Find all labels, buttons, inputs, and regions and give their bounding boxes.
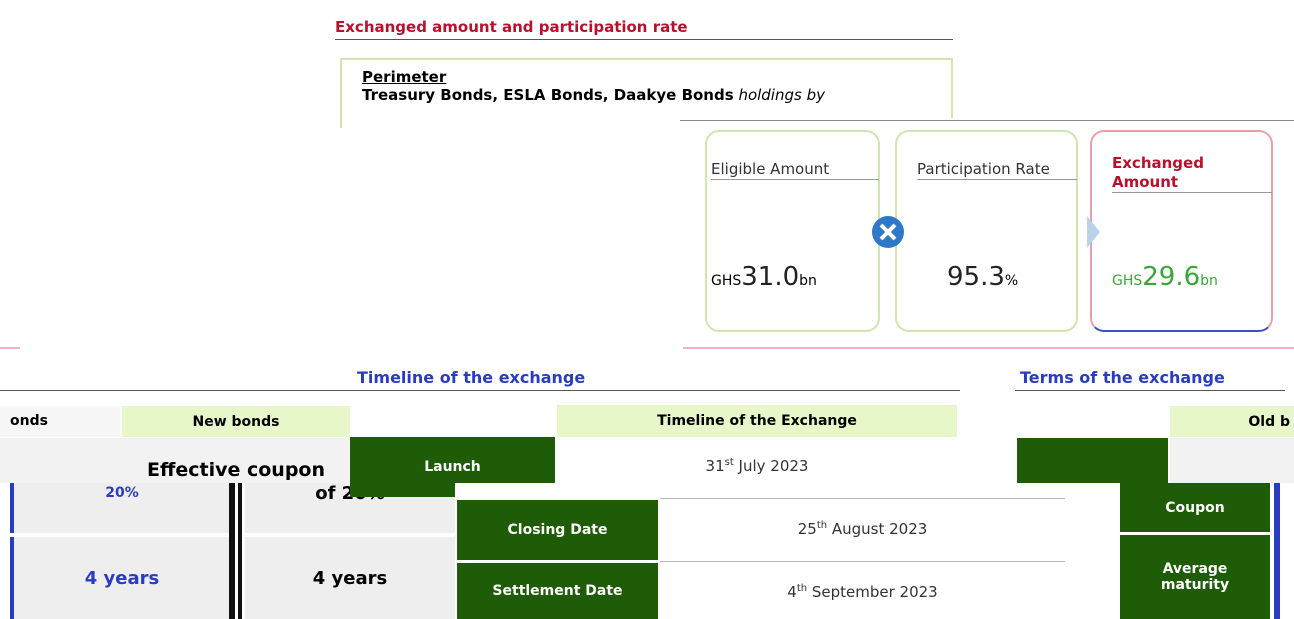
prefix: GHS bbox=[711, 273, 742, 289]
value: 31.0 bbox=[741, 262, 800, 292]
arrow-icon bbox=[1087, 216, 1100, 248]
cell: 4 years bbox=[10, 537, 230, 619]
day: 4 bbox=[787, 583, 797, 601]
heading: Exchanged amount and participation rate bbox=[335, 18, 688, 36]
day: 25 bbox=[797, 520, 817, 538]
prefix: GHS bbox=[1112, 273, 1143, 289]
cell: 20% bbox=[10, 483, 230, 533]
text: Treasury Bonds, ESLA Bonds, Daakye Bonds bbox=[362, 86, 734, 104]
rule bbox=[1015, 390, 1285, 391]
header-cell: Old b bbox=[1170, 406, 1294, 437]
cell: Effective coupon bbox=[146, 459, 326, 481]
ordinal: th bbox=[796, 583, 808, 594]
ordinal: th bbox=[816, 520, 828, 531]
ordinal: st bbox=[724, 457, 734, 468]
card-value: GHS31.0bn bbox=[711, 262, 817, 292]
header-cell: onds bbox=[0, 406, 120, 437]
event-cell: Settlement Date bbox=[457, 563, 658, 619]
cell bbox=[1017, 438, 1168, 483]
suffix: bn bbox=[799, 273, 817, 289]
rule bbox=[0, 390, 350, 391]
day: 31 bbox=[705, 457, 725, 475]
heading: Timeline of the exchange bbox=[357, 368, 586, 387]
card-label: Exchanged Amount bbox=[1112, 154, 1272, 193]
rest: August 2023 bbox=[827, 520, 928, 538]
card: Eligible Amount GHS31.0bn bbox=[705, 130, 880, 332]
rule bbox=[0, 347, 20, 349]
card: Exchanged Amount GHS29.6bn bbox=[1090, 130, 1273, 332]
rule bbox=[683, 347, 1294, 349]
heading: Terms of the exchange bbox=[1020, 368, 1225, 387]
label: Perimeter bbox=[362, 68, 447, 86]
header-cell: New bonds bbox=[122, 406, 350, 437]
rule bbox=[660, 498, 1065, 499]
cell: 4 years bbox=[245, 537, 455, 619]
cell bbox=[1170, 438, 1294, 483]
bar bbox=[238, 483, 242, 619]
rule bbox=[660, 561, 1065, 562]
perimeter-box: Perimeter Treasury Bonds, ESLA Bonds, Da… bbox=[340, 58, 953, 128]
term-cell: Coupon bbox=[1120, 483, 1270, 532]
value: 95.3 bbox=[947, 262, 1005, 292]
term-cell: Average maturity bbox=[1120, 535, 1270, 619]
suffix: bn bbox=[1200, 273, 1218, 289]
rest: September 2023 bbox=[807, 583, 938, 601]
rest: July 2023 bbox=[733, 457, 809, 475]
bar bbox=[229, 483, 235, 619]
times-icon bbox=[872, 216, 904, 248]
event-cell: Closing Date bbox=[457, 500, 658, 560]
date: 31st July 2023 bbox=[557, 457, 957, 475]
date: 4th September 2023 bbox=[660, 583, 1065, 601]
card-value: GHS29.6bn bbox=[1112, 262, 1218, 292]
card-label: Eligible Amount bbox=[711, 160, 879, 180]
rule bbox=[335, 39, 953, 40]
rule bbox=[350, 390, 960, 391]
card-label: Participation Rate bbox=[917, 160, 1077, 180]
value: 29.6 bbox=[1142, 262, 1201, 292]
text: holdings by bbox=[738, 86, 825, 104]
bar bbox=[1274, 483, 1280, 619]
rule bbox=[680, 120, 1294, 121]
suffix: % bbox=[1004, 273, 1019, 289]
header-cell: Timeline of the Exchange bbox=[557, 405, 957, 437]
date: 25th August 2023 bbox=[660, 520, 1065, 538]
row bbox=[0, 438, 350, 483]
card: Participation Rate 95.3% bbox=[895, 130, 1078, 332]
card-value: 95.3% bbox=[947, 262, 1018, 292]
